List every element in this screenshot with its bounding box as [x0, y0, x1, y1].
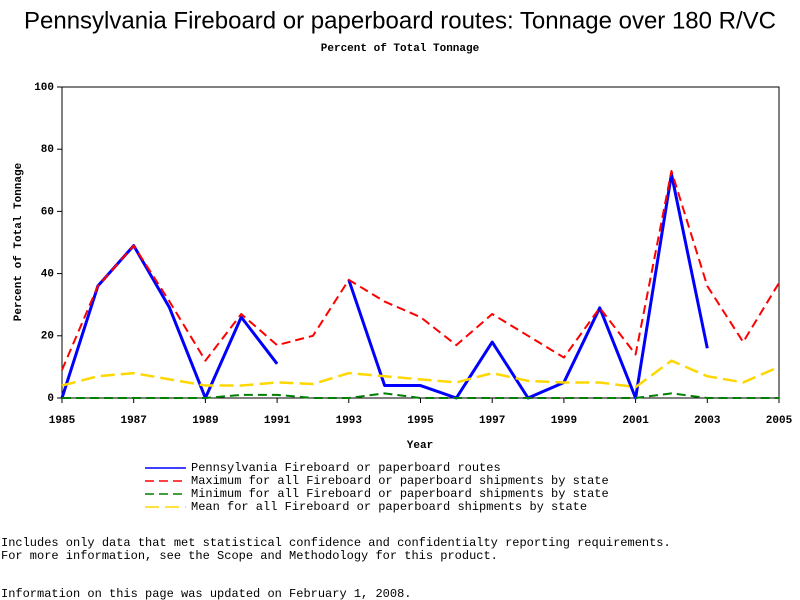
- y-tick-label: 40: [41, 269, 54, 281]
- legend-label: Pennsylvania Fireboard or paperboard rou…: [191, 461, 501, 475]
- update-note: Information on this page was updated on …: [1, 587, 411, 600]
- y-tick-label: 0: [47, 393, 54, 405]
- y-tick-label: 60: [41, 206, 54, 218]
- legend-label: Minimum for all Fireboard or paperboard …: [191, 487, 609, 501]
- chart-title: Pennsylvania Fireboard or paperboard rou…: [24, 7, 776, 34]
- x-tick-label: 1999: [551, 415, 577, 427]
- y-tick-label: 20: [41, 331, 54, 343]
- x-tick-label: 1997: [479, 415, 505, 427]
- y-tick-label: 80: [41, 144, 54, 156]
- y-tick-label: 100: [34, 82, 54, 94]
- series-line: [61, 359, 780, 389]
- x-axis-label: Year: [407, 440, 433, 452]
- note: Includes only data that met statistical …: [1, 536, 671, 550]
- x-tick-label: 1991: [264, 415, 291, 427]
- note: For more information, see the Scope and …: [1, 549, 498, 563]
- x-tick-label: 1985: [49, 415, 76, 427]
- legend-label: Mean for all Fireboard or paperboard shi…: [191, 500, 587, 514]
- chart-subtitle: Percent of Total Tonnage: [321, 43, 480, 55]
- x-tick-label: 2003: [694, 415, 721, 427]
- x-tick-label: 1995: [407, 415, 434, 427]
- series-line: [62, 392, 779, 399]
- x-tick-label: 1987: [120, 415, 146, 427]
- x-tick-label: 1989: [192, 415, 218, 427]
- plot-frame: [61, 86, 780, 399]
- x-tick-label: 2001: [622, 415, 649, 427]
- y-axis-label: Percent of Total Tonnage: [13, 162, 25, 321]
- series-line: [61, 169, 780, 371]
- x-tick-label: 1993: [336, 415, 363, 427]
- legend-label: Maximum for all Fireboard or paperboard …: [191, 474, 609, 488]
- x-tick-label: 2005: [766, 415, 793, 427]
- series-line: [60, 172, 709, 400]
